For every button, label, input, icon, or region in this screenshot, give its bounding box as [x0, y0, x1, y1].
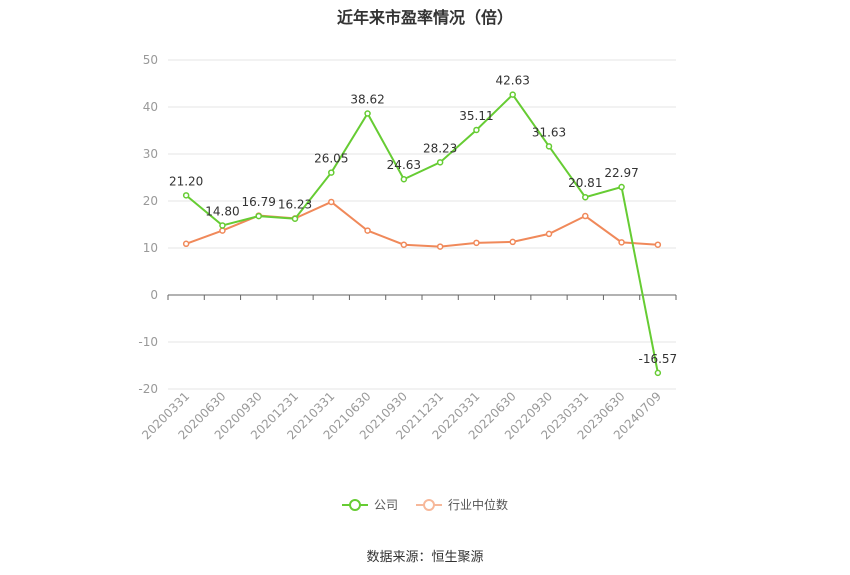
legend: 公司 行业中位数 — [0, 496, 850, 513]
data-point-company — [618, 183, 625, 191]
data-point-industry — [654, 241, 662, 248]
y-tick-label: 50 — [143, 53, 158, 67]
data-point-industry — [328, 198, 335, 206]
data-point-company — [400, 175, 408, 183]
data-label-company: -16.57 — [639, 352, 678, 366]
data-label-company: 22.97 — [604, 166, 638, 180]
data-label-company: 16.79 — [242, 195, 276, 209]
y-tick-label: 30 — [143, 147, 158, 161]
data-point-industry — [436, 243, 444, 250]
legend-swatch-company — [341, 498, 368, 512]
y-tick-label: 10 — [143, 241, 158, 255]
data-point-company — [328, 169, 335, 176]
y-tick-label: -20 — [138, 382, 158, 396]
data-point-industry — [509, 238, 516, 246]
data-point-industry — [582, 212, 589, 220]
data-label-company: 28.23 — [423, 141, 457, 155]
data-label-company: 20.81 — [568, 176, 602, 190]
series-lines — [182, 91, 662, 377]
data-label-company: 35.11 — [459, 109, 493, 123]
data-point-company — [182, 192, 190, 199]
legend-swatch-industry — [416, 498, 442, 512]
y-tick-label: 20 — [143, 194, 158, 208]
data-point-company — [364, 110, 371, 117]
data-point-industry — [545, 230, 553, 238]
data-point-company — [654, 369, 662, 377]
y-tick-label: -10 — [138, 335, 158, 349]
data-point-industry — [364, 227, 371, 234]
data-point-industry — [618, 239, 625, 246]
series-line-company — [185, 93, 659, 374]
chart-title: 近年来市盈率情况（倍） — [336, 8, 513, 27]
data-point-company — [473, 126, 480, 134]
y-tick-label: 40 — [143, 100, 158, 114]
data-point-industry — [473, 239, 480, 247]
grid-lines — [168, 59, 676, 390]
data-point-company — [219, 222, 226, 229]
data-label-company: 31.63 — [532, 125, 566, 139]
data-point-company — [436, 159, 444, 166]
data-point-company — [545, 143, 553, 150]
data-label-company: 14.80 — [205, 204, 239, 218]
data-point-company — [291, 215, 299, 222]
legend-label-company: 公司 — [373, 498, 398, 512]
legend-item-industry[interactable]: 行业中位数 — [416, 496, 508, 513]
data-label-company: 24.63 — [387, 158, 421, 172]
data-label-company: 26.05 — [314, 152, 348, 166]
source-note: 数据来源：恒生聚源 — [366, 550, 484, 565]
data-label-company: 38.62 — [350, 92, 384, 106]
data-point-industry — [182, 240, 190, 248]
data-point-company — [582, 193, 589, 201]
data-point-company — [509, 91, 516, 98]
data-point-company — [255, 212, 262, 220]
data-label-company: 42.63 — [496, 74, 530, 88]
legend-item-company[interactable]: 公司 — [341, 496, 398, 513]
legend-label-industry: 行业中位数 — [448, 498, 509, 512]
y-tick-label: 0 — [150, 288, 158, 302]
data-label-company: 21.20 — [169, 174, 203, 188]
data-point-industry — [400, 241, 408, 248]
data-label-company: 16.23 — [278, 198, 312, 212]
data-point-industry — [219, 227, 226, 234]
